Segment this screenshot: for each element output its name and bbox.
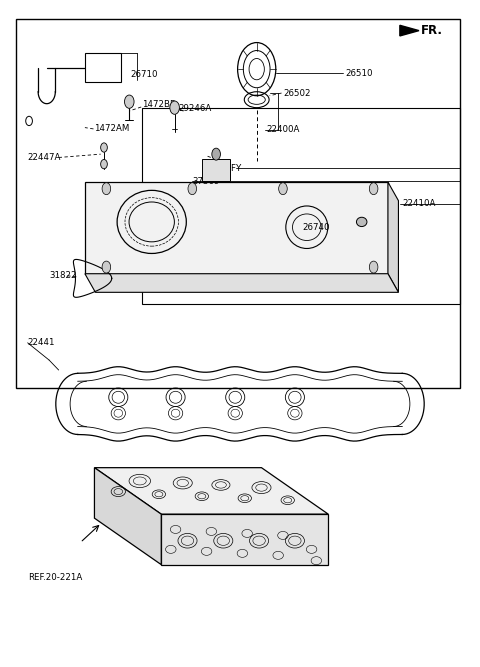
Circle shape — [26, 116, 33, 125]
Circle shape — [170, 101, 180, 114]
Text: 1472AM: 1472AM — [95, 125, 130, 133]
Text: REF.20-221A: REF.20-221A — [28, 573, 82, 582]
Text: 22447A: 22447A — [28, 153, 61, 162]
Text: 26710: 26710 — [130, 70, 158, 79]
Polygon shape — [400, 25, 419, 36]
Circle shape — [279, 183, 287, 195]
Text: 1140FY: 1140FY — [209, 163, 241, 173]
Text: 26502: 26502 — [283, 89, 311, 97]
Circle shape — [101, 159, 108, 169]
Text: 1472BB: 1472BB — [142, 100, 176, 109]
Text: FR.: FR. — [420, 24, 443, 37]
Circle shape — [188, 183, 197, 195]
Text: 29246A: 29246A — [178, 105, 211, 113]
Circle shape — [124, 95, 134, 108]
Polygon shape — [95, 468, 328, 514]
Circle shape — [102, 261, 111, 273]
Text: 22410A: 22410A — [402, 199, 436, 209]
Text: 22400A: 22400A — [266, 125, 300, 134]
Polygon shape — [161, 514, 328, 565]
Circle shape — [369, 183, 378, 195]
Circle shape — [212, 148, 220, 160]
Bar — [16, 19, 459, 388]
Circle shape — [369, 261, 378, 273]
Circle shape — [102, 183, 111, 195]
Ellipse shape — [357, 217, 367, 227]
Text: 37369: 37369 — [192, 177, 220, 186]
Text: 26510: 26510 — [345, 69, 372, 77]
Circle shape — [101, 143, 108, 152]
Bar — [202, 159, 230, 181]
Polygon shape — [85, 182, 388, 273]
Polygon shape — [85, 273, 398, 292]
Text: 31822: 31822 — [49, 271, 77, 280]
Bar — [85, 53, 120, 83]
Text: 26740: 26740 — [302, 223, 330, 231]
Text: 22441: 22441 — [28, 338, 55, 348]
Bar — [142, 107, 459, 303]
Polygon shape — [388, 182, 398, 292]
Polygon shape — [95, 468, 161, 565]
